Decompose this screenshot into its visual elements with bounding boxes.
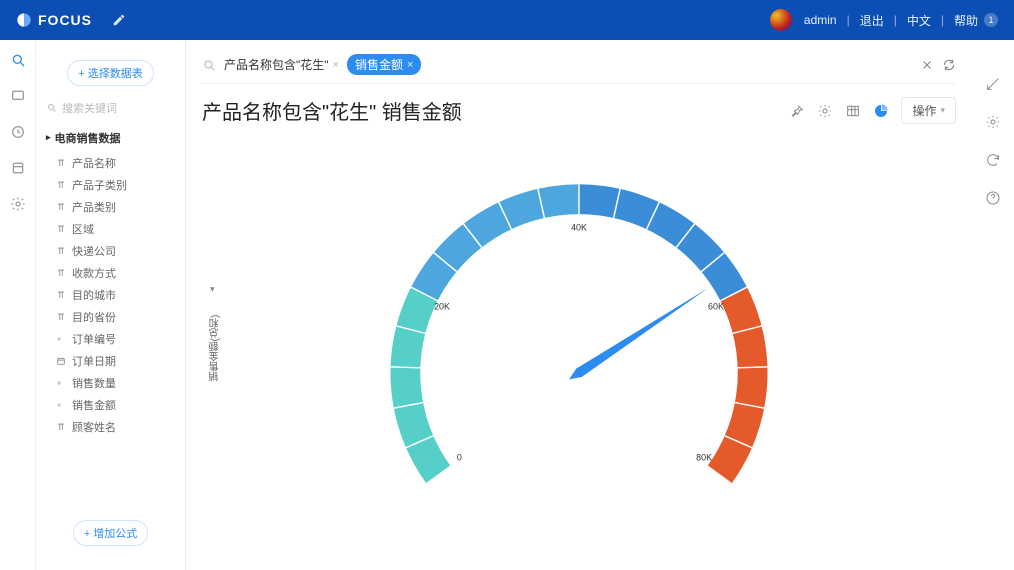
clock-nav-icon[interactable] — [10, 124, 26, 140]
config-icon[interactable] — [985, 114, 1001, 130]
field-search[interactable]: 搜索关键词 — [46, 100, 175, 116]
board-nav-icon[interactable] — [10, 88, 26, 104]
top-header: FOCUS admin | 退出 | 中文 | 帮助 1 — [0, 0, 1014, 40]
query-chip[interactable]: 产品名称包含"花生"× — [224, 56, 339, 73]
number-field-icon: # — [56, 400, 66, 410]
field-label: 产品子类别 — [72, 177, 127, 193]
field-item[interactable]: 产品子类别 — [46, 174, 175, 196]
field-item[interactable]: 顾客姓名 — [46, 416, 175, 438]
help-badge: 1 — [984, 13, 998, 27]
ylabel-caret-icon: ▸ — [207, 287, 218, 292]
field-label: 销售金额 — [72, 397, 116, 413]
field-item[interactable]: 目的城市 — [46, 284, 175, 306]
svg-text:60K: 60K — [708, 301, 724, 311]
field-label: 目的城市 — [72, 287, 116, 303]
svg-text:0: 0 — [457, 452, 462, 462]
topbar-right: admin | 退出 | 中文 | 帮助 1 — [770, 9, 998, 31]
help-link[interactable]: 帮助 — [954, 12, 978, 29]
field-label: 订单编号 — [72, 331, 116, 347]
field-label: 顾客姓名 — [72, 419, 116, 435]
text-field-icon — [56, 422, 66, 432]
remove-chip-icon[interactable]: × — [407, 59, 413, 71]
edit-chart-icon[interactable] — [985, 76, 1001, 92]
field-search-placeholder: 搜索关键词 — [62, 100, 117, 116]
text-field-icon — [56, 290, 66, 300]
brand-text: FOCUS — [38, 12, 92, 28]
svg-text:20K: 20K — [434, 301, 450, 311]
y-axis-label: 销售金额(总和) — [208, 315, 223, 382]
table-icon[interactable] — [845, 103, 861, 119]
settings-nav-icon[interactable] — [10, 196, 26, 212]
field-item[interactable]: 目的省份 — [46, 306, 175, 328]
field-item[interactable]: # 销售金额 — [46, 394, 175, 416]
gauge-chart: 0 20K 40K 60K 80K — [202, 133, 956, 563]
title-bar: 产品名称包含"花生" 销售金额 操作 ▾ — [202, 96, 956, 125]
text-field-icon — [56, 180, 66, 190]
data-panel: + 选择数据表 搜索关键词 电商销售数据 产品名称产品子类别产品类别区域快递公司… — [36, 40, 186, 570]
data-nav-icon[interactable] — [10, 160, 26, 176]
content-area: 产品名称包含"花生"× 销售金额× 产品名称包含"花生" 销售金额 操作 ▾ — [186, 40, 972, 570]
left-icon-rail — [0, 40, 36, 570]
field-label: 产品类别 — [72, 199, 116, 215]
refresh-icon[interactable] — [942, 58, 956, 72]
field-item[interactable]: 订单日期 — [46, 350, 175, 372]
language-link[interactable]: 中文 — [907, 12, 931, 29]
page-title: 产品名称包含"花生" 销售金额 — [202, 96, 462, 125]
number-field-icon: # — [56, 334, 66, 344]
field-label: 目的省份 — [72, 309, 116, 325]
avatar[interactable] — [770, 9, 792, 31]
add-formula-button[interactable]: + 增加公式 — [73, 520, 148, 546]
text-field-icon — [56, 202, 66, 212]
field-item[interactable]: 区域 — [46, 218, 175, 240]
field-label: 销售数量 — [72, 375, 116, 391]
field-label: 订单日期 — [72, 353, 116, 369]
field-label: 收款方式 — [72, 265, 116, 281]
field-item[interactable]: 收款方式 — [46, 262, 175, 284]
clear-icon[interactable] — [920, 58, 934, 72]
field-label: 快递公司 — [72, 243, 116, 259]
select-datasource-button[interactable]: + 选择数据表 — [67, 60, 153, 86]
brand-logo[interactable]: FOCUS — [16, 12, 92, 28]
search-nav-icon[interactable] — [10, 52, 26, 68]
svg-text:#: # — [58, 337, 62, 343]
text-field-icon — [56, 312, 66, 322]
logout-link[interactable]: 退出 — [860, 12, 884, 29]
text-field-icon — [56, 158, 66, 168]
query-bar: 产品名称包含"花生"× 销售金额× — [202, 54, 956, 84]
reload-icon[interactable] — [985, 152, 1001, 168]
username[interactable]: admin — [804, 13, 837, 27]
remove-chip-icon[interactable]: × — [333, 59, 339, 71]
svg-text:80K: 80K — [696, 452, 712, 462]
text-field-icon — [56, 224, 66, 234]
right-tool-rail — [972, 40, 1014, 570]
field-label: 区域 — [72, 221, 94, 237]
edit-icon[interactable] — [112, 13, 126, 27]
field-item[interactable]: 快递公司 — [46, 240, 175, 262]
data-group-header[interactable]: 电商销售数据 — [46, 130, 175, 146]
query-chip-active[interactable]: 销售金额× — [347, 54, 421, 75]
date-field-icon — [56, 356, 66, 366]
search-icon — [202, 58, 216, 72]
svg-text:#: # — [58, 403, 62, 409]
field-item[interactable]: 产品类别 — [46, 196, 175, 218]
text-field-icon — [56, 268, 66, 278]
brand-icon — [16, 12, 32, 28]
operations-button[interactable]: 操作 ▾ — [901, 97, 956, 124]
search-icon — [46, 102, 58, 114]
svg-text:40K: 40K — [571, 222, 587, 232]
number-field-icon: # — [56, 378, 66, 388]
field-label: 产品名称 — [72, 155, 116, 171]
field-item[interactable]: # 订单编号 — [46, 328, 175, 350]
help-icon[interactable] — [985, 190, 1001, 206]
field-item[interactable]: # 销售数量 — [46, 372, 175, 394]
chart-icon[interactable] — [873, 103, 889, 119]
pin-icon[interactable] — [789, 103, 805, 119]
chart-area: ▸ 销售金额(总和) 0 20K 40K 60K 80K — [202, 133, 956, 563]
gear-icon[interactable] — [817, 103, 833, 119]
text-field-icon — [56, 246, 66, 256]
field-item[interactable]: 产品名称 — [46, 152, 175, 174]
svg-text:#: # — [58, 381, 62, 387]
